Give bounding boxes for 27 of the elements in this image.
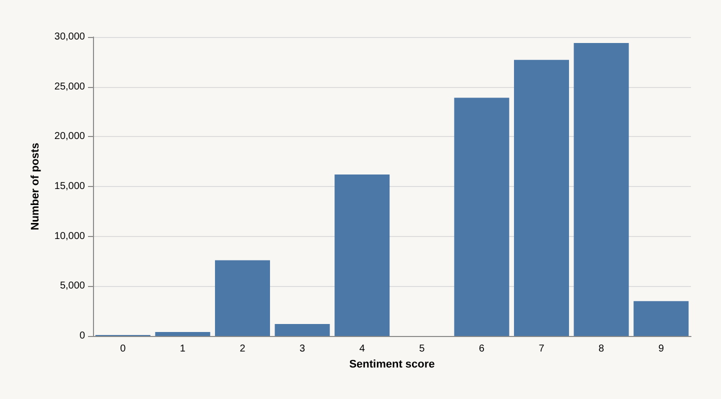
bar <box>214 260 270 336</box>
x-axis-title: Sentiment score <box>349 358 435 370</box>
x-tick-label: 6 <box>478 344 485 354</box>
y-tick-label: 20,000 <box>54 131 86 142</box>
y-tick-label: 30,000 <box>54 32 86 42</box>
bar <box>334 174 390 336</box>
bar <box>574 42 629 336</box>
x-tick-label: 9 <box>658 344 664 354</box>
x-tick-label: 5 <box>419 344 426 354</box>
bar <box>514 60 570 336</box>
y-tick-label: 25,000 <box>54 81 86 92</box>
y-tick-label: 10,000 <box>54 230 86 242</box>
x-tick-label: 3 <box>300 344 306 354</box>
x-tick-label: 2 <box>240 344 246 354</box>
y-tick-label: 0 <box>79 330 86 342</box>
bar <box>274 324 330 336</box>
x-tick-label: 7 <box>538 344 545 354</box>
y-axis-title: Number of posts <box>30 142 42 230</box>
x-tick-label: 0 <box>120 344 126 354</box>
x-tick-label: 1 <box>180 344 186 354</box>
y-tick-label: 5,000 <box>60 280 86 292</box>
x-tick-label: 4 <box>359 344 366 354</box>
bar <box>634 301 689 336</box>
bar <box>155 332 210 336</box>
bar <box>454 98 510 336</box>
x-tick-label: 8 <box>598 344 605 354</box>
y-tick-label: 15,000 <box>54 181 86 192</box>
